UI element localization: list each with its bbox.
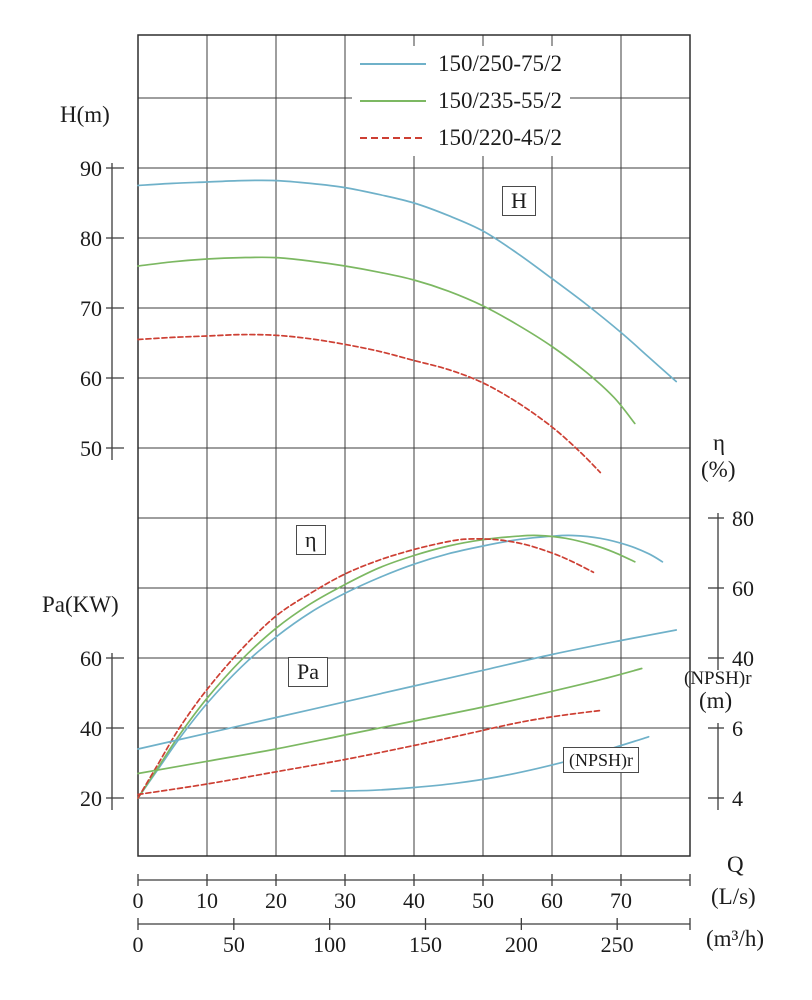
npsh-axis-unit: (m) — [699, 688, 733, 713]
curve-Pa-150-235-55-2 — [137, 667, 643, 775]
q-axis-unit-m3h: (m³/h) — [706, 926, 764, 951]
plot-border — [137, 34, 691, 857]
pa-tick-label: 40 — [80, 716, 102, 741]
curve-Pa-150-250-75-2 — [137, 629, 678, 750]
ls-tick-label: 20 — [265, 888, 287, 913]
curve-label-eta: η — [296, 525, 326, 555]
legend-item: 150/235-55/2 — [360, 87, 562, 115]
ls-tick-label: 50 — [472, 888, 494, 913]
legend-item: 150/220-45/2 — [360, 124, 562, 152]
ls-tick-label: 70 — [610, 888, 632, 913]
m3h-tick-label: 200 — [505, 932, 538, 957]
curve-eta-150-220-45-2 — [137, 538, 595, 799]
curve-Pa-150-220-45-2 — [137, 709, 602, 796]
m3h-tick-label: 100 — [313, 932, 346, 957]
m3h-tick-label: 250 — [601, 932, 634, 957]
q-axis-unit-ls: (L/s) — [711, 884, 756, 909]
h-tick-label: 70 — [80, 296, 102, 321]
h-axis-title: H(m) — [60, 102, 110, 127]
pa-axis-title: Pa(KW) — [42, 592, 119, 617]
h-tick-label: 90 — [80, 156, 102, 181]
eta-tick-label: 60 — [732, 576, 754, 601]
legend: 150/250-75/2 150/235-55/2 150/220-45/2 — [352, 46, 570, 156]
curve-H-150-235-55-2 — [137, 256, 636, 425]
ls-tick-label: 60 — [541, 888, 563, 913]
legend-line-sample — [360, 100, 426, 102]
npsh-axis-title: (NPSH)r — [684, 668, 752, 689]
legend-item-label: 150/250-75/2 — [438, 51, 562, 76]
legend-line-sample — [360, 63, 426, 65]
h-tick-label: 50 — [80, 436, 102, 461]
ls-tick-label: 10 — [196, 888, 218, 913]
eta-axis-unit: (%) — [701, 457, 736, 482]
legend-item-label: 150/220-45/2 — [438, 125, 562, 150]
eta-axis-title: η — [713, 430, 726, 455]
curve-eta-150-235-55-2 — [137, 534, 636, 799]
legend-item: 150/250-75/2 — [360, 50, 562, 78]
eta-tick-label: 80 — [732, 506, 754, 531]
curve-label-npsh: (NPSH)r — [563, 747, 640, 773]
npsh-tick-label: 4 — [732, 786, 743, 811]
curve-label-pa: Pa — [288, 657, 328, 687]
curve-label-h: H — [502, 186, 536, 216]
pa-tick-label: 60 — [80, 646, 102, 671]
npsh-tick-label: 6 — [732, 716, 743, 741]
curve-H-150-250-75-2 — [137, 179, 678, 383]
legend-item-label: 150/235-55/2 — [438, 88, 562, 113]
ls-tick-label: 0 — [133, 888, 144, 913]
curve-H-150-220-45-2 — [137, 333, 602, 474]
m3h-tick-label: 50 — [223, 932, 245, 957]
ls-tick-label: 40 — [403, 888, 425, 913]
ls-tick-label: 30 — [334, 888, 356, 913]
legend-line-sample — [360, 137, 426, 139]
h-tick-label: 80 — [80, 226, 102, 251]
curve-eta-150-250-75-2 — [137, 534, 664, 799]
q-axis-title: Q — [727, 852, 744, 877]
m3h-tick-label: 150 — [409, 932, 442, 957]
pa-tick-label: 20 — [80, 786, 102, 811]
h-tick-label: 60 — [80, 366, 102, 391]
m3h-tick-label: 0 — [133, 932, 144, 957]
eta-tick-label: 40 — [732, 646, 754, 671]
